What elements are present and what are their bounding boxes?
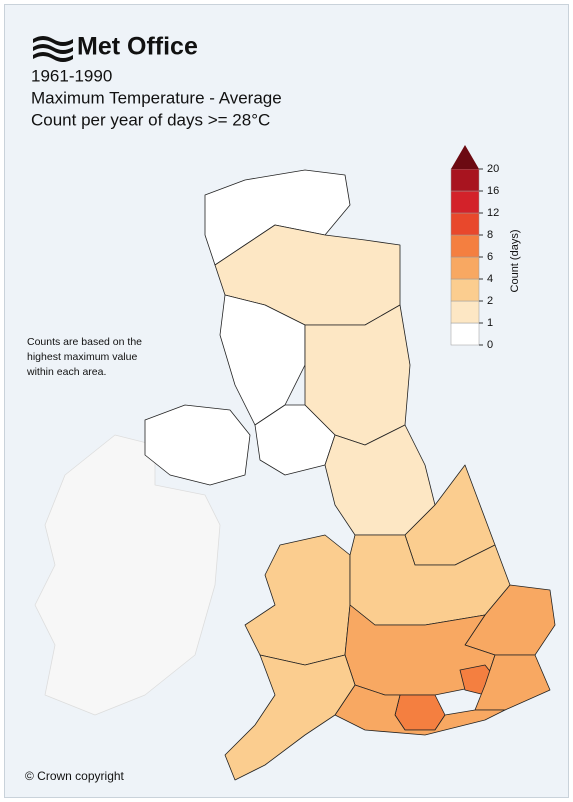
legend-arrow <box>451 145 479 169</box>
legend-title: Count (days) <box>509 230 521 293</box>
logo-text: Met Office <box>77 33 198 61</box>
legend-tick-label: 0 <box>487 339 493 351</box>
legend-band <box>450 190 480 214</box>
region <box>224 654 356 781</box>
legend-band <box>450 168 480 192</box>
region <box>334 684 506 736</box>
legend-tick-label: 20 <box>487 163 499 175</box>
legend-band <box>450 278 480 302</box>
legend-band <box>450 234 480 258</box>
region <box>144 404 251 486</box>
legend-tick-label: 6 <box>487 251 493 263</box>
logo-icon <box>33 36 73 62</box>
map: Met Office 1961-1990 Maximum Temperature… <box>25 33 556 783</box>
legend-band <box>450 300 480 324</box>
period: 1961-1990 <box>31 66 112 85</box>
legend-tick-label: 12 <box>487 207 499 219</box>
legend-tick-label: 4 <box>487 273 493 285</box>
metric: Count per year of days >= 28°C <box>31 110 270 129</box>
legend-tick-label: 8 <box>487 229 493 241</box>
legend-band <box>450 212 480 236</box>
region <box>324 424 436 536</box>
variable: Maximum Temperature - Average <box>31 88 282 107</box>
legend-tick-label: 2 <box>487 295 493 307</box>
ireland <box>34 434 221 716</box>
legend-tick-label: 1 <box>487 317 493 329</box>
map-frame: Met Office 1961-1990 Maximum Temperature… <box>4 4 569 798</box>
legend-tick-label: 16 <box>487 185 499 197</box>
region <box>244 534 351 666</box>
legend-band <box>450 256 480 280</box>
region <box>394 694 446 731</box>
footer: © Crown copyright <box>25 769 125 783</box>
legend-band <box>450 322 480 346</box>
note-line: highest maximum value <box>27 351 137 363</box>
note-line: Counts are based on the <box>27 336 142 348</box>
note-line: within each area. <box>26 366 106 378</box>
